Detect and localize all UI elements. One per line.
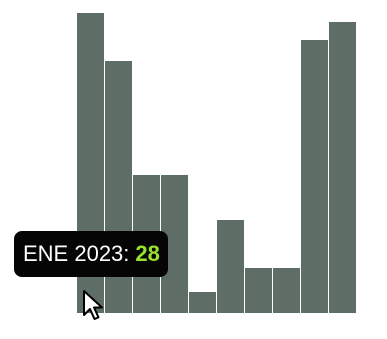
bar-10[interactable] [329,22,356,313]
tooltip-value: 28 [135,241,160,266]
bar-series [77,13,356,313]
bar-6[interactable] [217,220,244,313]
bar-9[interactable] [301,40,328,313]
tooltip-label: ENE 2023: [23,241,130,266]
bar-5[interactable] [189,292,216,313]
bar-8[interactable] [273,268,300,313]
bar-7[interactable] [245,268,272,313]
mouse-pointer-icon [83,290,103,320]
tooltip: ENE 2023: 28 [14,231,168,277]
